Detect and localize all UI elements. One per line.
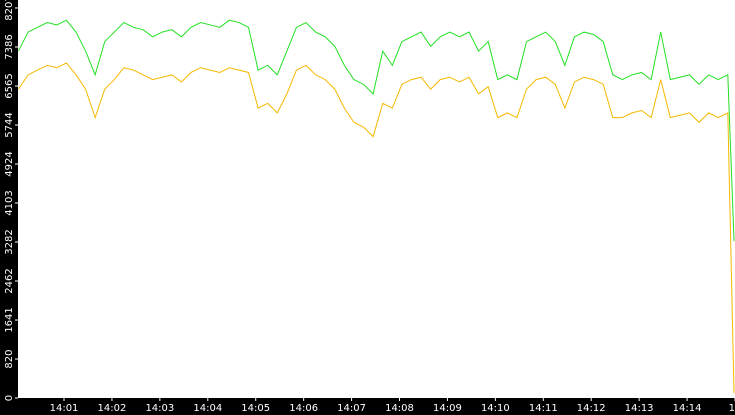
y-tick-label: 2462 [4,268,15,293]
x-axis-bar [0,398,735,415]
x-tick-label: 14:01 [50,403,79,414]
y-tick-label: 4924 [4,151,15,176]
x-tick-label: 14:02 [98,403,127,414]
y-axis-bar [0,0,18,415]
x-tick-label: 14:08 [385,403,414,414]
x-tick-label: 14:03 [145,403,174,414]
y-tick-label: 5744 [4,112,15,137]
series-line [18,19,735,242]
x-tick-label: 14:13 [625,403,654,414]
x-tick-label: 14:12 [577,403,606,414]
y-tick-label: 1641 [4,307,15,332]
x-tick-label: 14:04 [193,403,222,414]
x-tick-label: 14 [729,403,735,414]
x-tick-label: 14:05 [241,403,270,414]
y-tick-label: 0 [4,395,15,401]
x-tick-label: 14:09 [433,403,462,414]
x-tick-label: 14:07 [337,403,366,414]
y-tick-label: 7386 [4,34,15,59]
y-tick-label: 6565 [4,73,15,98]
y-tick-label: 8207 [4,0,15,21]
x-tick-label: 14:06 [289,403,318,414]
y-tick-label: 3282 [4,229,15,254]
x-tick-label: 14:10 [481,403,510,414]
y-tick-label: 820 [4,349,15,368]
series-line [18,62,735,394]
x-tick-label: 14:14 [673,403,702,414]
x-tick-label: 14:11 [529,403,558,414]
y-tick-label: 4103 [4,190,15,215]
